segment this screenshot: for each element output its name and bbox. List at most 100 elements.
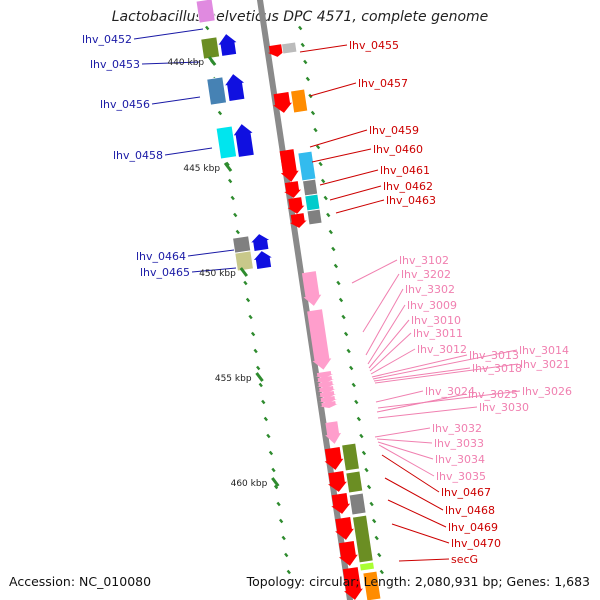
- tick-dot: [256, 365, 261, 371]
- gene-arrow-lhv-0456: [225, 74, 245, 101]
- leader-lhv_3013: [371, 354, 468, 378]
- gene-arrow-pink-fragment: [317, 385, 336, 393]
- gene-arrow-lhv-0462: [287, 197, 305, 214]
- gene-label-lhv_3030: lhv_3030: [479, 401, 529, 414]
- leader-lhv_3202: [362, 273, 400, 333]
- scale-labels: 440 kbp 445 kbp 450 kbp 455 kbp 460 kbp: [167, 56, 280, 489]
- gene-label-lhv_3034: lhv_3034: [435, 453, 485, 466]
- tick-dot: [354, 399, 359, 405]
- gene-label-lhv_3026: lhv_3026: [522, 385, 572, 398]
- cog-box-lhv-0457: [290, 88, 309, 114]
- gene-label-lhv_0461: lhv_0461: [380, 164, 430, 177]
- gene-label-lhv_0467: lhv_0467: [441, 486, 491, 499]
- leader-lhv_3021: [374, 363, 519, 384]
- tick-dot: [338, 297, 344, 303]
- leader-lhv_3032: [374, 427, 431, 438]
- tick-dot: [205, 25, 210, 31]
- tick-dot: [258, 382, 263, 388]
- tick-dot: [276, 501, 281, 507]
- leader-lhv_0453: [141, 61, 201, 65]
- cog-box-lhv-0456: [206, 76, 227, 106]
- leader-lhv_3033: [376, 438, 433, 444]
- cog-box-lhv-0467: [341, 442, 360, 472]
- leader-lhv_3030: [377, 406, 478, 419]
- tick-dot: [310, 110, 316, 116]
- tick-dot: [374, 535, 379, 541]
- gene-label-lhv_3035: lhv_3035: [436, 470, 486, 483]
- leader-lhv_3018: [373, 367, 471, 382]
- tick-dot: [298, 25, 303, 31]
- cog-box-lhv-0458: [215, 125, 238, 160]
- leader-secG: [398, 558, 450, 562]
- scale-label-450: 450 kbp: [199, 269, 236, 279]
- gene-arrow-lhv-3032: [325, 421, 342, 444]
- gene-label-lhv_3102: lhv_3102: [399, 254, 449, 267]
- cog-box-secG: [359, 561, 375, 572]
- tick-dot: [333, 263, 339, 269]
- gene-features: [195, 0, 382, 600]
- leader-lhv_0459: [309, 129, 368, 148]
- gene-label-lhv_0463: lhv_0463: [386, 194, 436, 207]
- gene-label-lhv_0459: lhv_0459: [369, 124, 419, 137]
- gene-label-lhv_3018: lhv_3018: [472, 362, 522, 375]
- tick-dot: [321, 178, 326, 184]
- scale-label-440: 440 kbp: [167, 58, 204, 68]
- scale-tick-450: [239, 267, 249, 277]
- tick-dot: [356, 416, 361, 422]
- tick-dot: [331, 246, 336, 252]
- gene-label-lhv_0452: lhv_0452: [82, 33, 132, 46]
- tick-dot: [341, 314, 346, 320]
- gene-label-lhv_0458: lhv_0458: [113, 149, 163, 162]
- tick-dot: [336, 280, 341, 286]
- tick-dot: [328, 229, 333, 235]
- gene-label-lhv_0470: lhv_0470: [451, 537, 501, 550]
- gene-label-lhv_3009: lhv_3009: [407, 299, 457, 312]
- tick-dot: [303, 59, 308, 65]
- gene-label-lhv_0465: lhv_0465: [140, 266, 190, 279]
- tick-dot: [351, 382, 356, 388]
- leader-lhv_0467: [381, 454, 440, 493]
- leader-lhv_0452: [133, 28, 204, 40]
- tick-dot: [349, 365, 354, 371]
- gene-label-lhv_3010: lhv_3010: [411, 314, 461, 327]
- gene-labels: lhv_0452 lhv_0453 lhv_0456 lhv_0458 lhv_0464…: [82, 33, 572, 566]
- cog-box-lhv-0461: [302, 178, 319, 197]
- gene-arrow-pink-fragment: [316, 375, 334, 383]
- gene-arrow-pink-fragment: [318, 390, 337, 398]
- genome-summary-text: Topology: circular; Length: 2,080,931 bp…: [246, 574, 590, 589]
- tick-dot: [377, 552, 382, 558]
- gene-label-lhv_0456: lhv_0456: [100, 98, 150, 111]
- gene-label-lhv_3032: lhv_3032: [432, 422, 482, 435]
- gene-arrow-lhv-0459: [279, 149, 299, 182]
- gene-label-lhv_3025: lhv_3025: [468, 388, 518, 401]
- tick-dot: [284, 552, 289, 558]
- leader-lhv_3026: [377, 390, 521, 409]
- gene-arrow-lhv-3102: [301, 271, 322, 306]
- tick-dot: [372, 518, 377, 524]
- tick-dot: [266, 433, 271, 439]
- gene-label-secG: secG: [451, 553, 478, 566]
- gene-arrow-lhv-0458: [233, 124, 254, 157]
- tick-dot: [300, 42, 305, 48]
- gene-label-lhv_3033: lhv_3033: [434, 437, 484, 450]
- leader-lhv_0468: [384, 477, 444, 511]
- gene-arrow-pink-fragment: [319, 395, 337, 403]
- cog-box-lhv-0462: [304, 193, 321, 212]
- cog-box-lhv-0455: [281, 41, 298, 55]
- tick-dot: [315, 144, 321, 150]
- tick-dot: [263, 416, 268, 422]
- gene-label-lhv_3013: lhv_3013: [469, 349, 519, 362]
- gene-arrow-pink-fragment: [319, 400, 338, 408]
- gene-arrow-seg-0472: [342, 567, 363, 600]
- cog-box-lhv-0468: [345, 470, 364, 494]
- leader-lhv_0464: [187, 249, 235, 257]
- tick-dot: [245, 297, 251, 303]
- gene-label-lhv_3021: lhv_3021: [520, 358, 570, 371]
- gene-arrow-lhv-0455: [267, 44, 286, 57]
- leader-lhv_3014: [372, 349, 518, 380]
- tick-dot: [261, 399, 266, 405]
- tick-dot: [286, 569, 291, 575]
- leader-lhv_0456: [151, 96, 201, 105]
- tick-dot: [379, 569, 384, 575]
